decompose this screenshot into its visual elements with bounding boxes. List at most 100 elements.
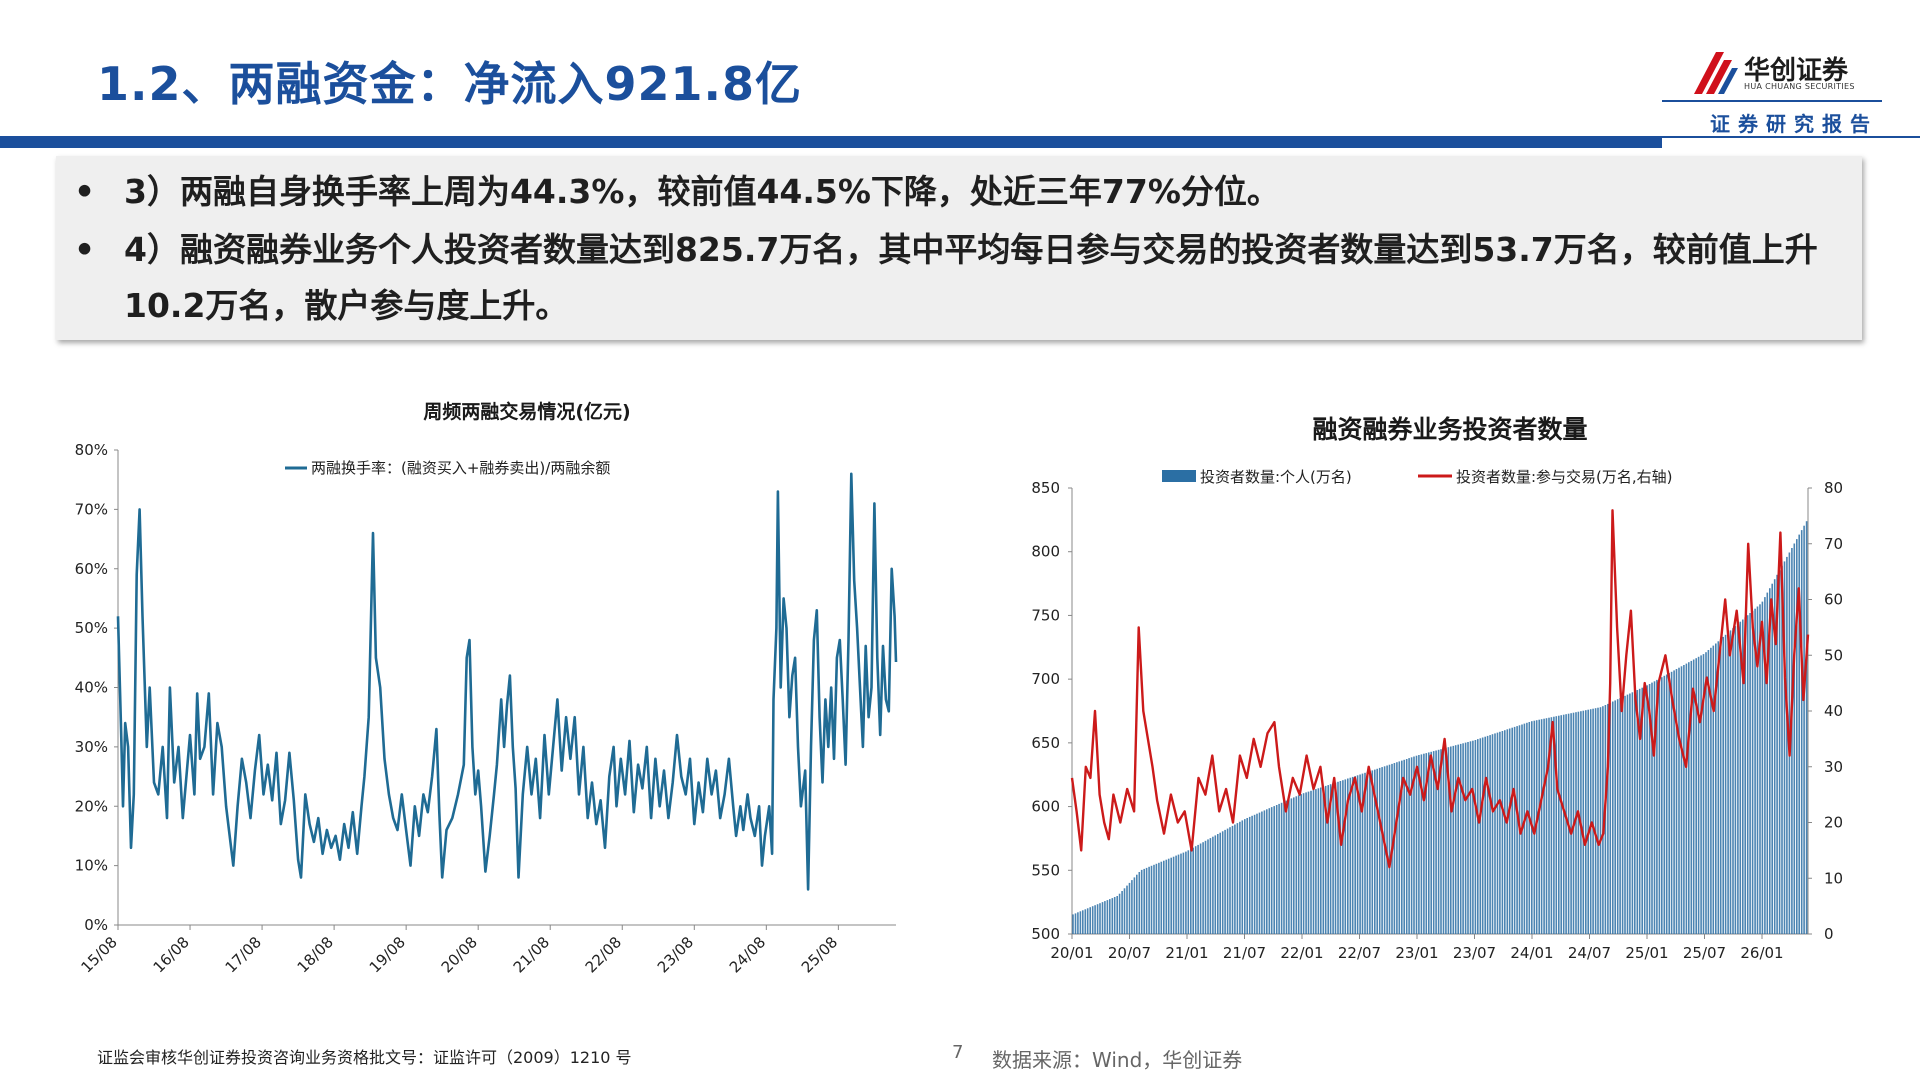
- investor-bar: [1236, 823, 1239, 934]
- page-number: 7: [952, 1042, 964, 1063]
- investor-bar: [1678, 667, 1680, 934]
- investor-bar: [1293, 797, 1295, 934]
- investor-bar: [1354, 776, 1356, 934]
- investor-bar: [1685, 663, 1688, 934]
- investor-bar: [1327, 785, 1329, 934]
- investor-bar: [1749, 613, 1751, 934]
- investor-bar: [1131, 880, 1133, 934]
- investor-bar: [1805, 521, 1808, 934]
- investor-bar: [1104, 901, 1106, 934]
- turnover-chart: 周频两融交易情况(亿元) 0% 10% 20% 30% 40% 50% 60% 70% 80% 15…: [75, 400, 898, 976]
- investor-bar: [1646, 685, 1648, 934]
- investor-bar: [1472, 740, 1474, 934]
- investor-bar: [1538, 719, 1540, 934]
- investor-bar: [1587, 709, 1589, 934]
- investor-bar: [1705, 652, 1707, 934]
- investor-bar: [1481, 737, 1484, 934]
- investor-bar: [1766, 592, 1769, 934]
- investor-bar: [1732, 628, 1734, 934]
- investor-bar: [1244, 819, 1246, 934]
- investor-bar: [1180, 853, 1182, 934]
- bullet-icon: •: [74, 230, 96, 269]
- source-note: 数据来源：Wind，华创证券: [992, 1048, 1243, 1072]
- investor-bar: [1160, 861, 1163, 934]
- investor-bar: [1158, 862, 1160, 934]
- investor-bar: [1113, 897, 1116, 934]
- investor-bar: [1423, 753, 1425, 934]
- investor-bar: [1096, 904, 1099, 934]
- investor-bar: [1798, 534, 1800, 934]
- investor-bar: [1477, 739, 1479, 934]
- investor-bar: [1631, 692, 1634, 934]
- investor-bar: [1562, 714, 1565, 934]
- investor-bar: [1589, 709, 1592, 934]
- investor-bar: [1597, 707, 1599, 934]
- investor-bar: [1204, 840, 1207, 934]
- investor-bar: [1651, 682, 1653, 934]
- investor-bar: [1719, 639, 1722, 934]
- investor-bar: [1506, 729, 1509, 934]
- investor-bar: [1241, 820, 1244, 934]
- investor-bar: [1155, 863, 1158, 934]
- investor-bar: [1602, 706, 1604, 934]
- investor-bar: [1396, 762, 1398, 934]
- investor-bar: [1418, 755, 1420, 934]
- investor-bar: [1599, 707, 1602, 934]
- investor-bar: [1636, 690, 1639, 934]
- investor-bar: [1791, 548, 1793, 934]
- investor-bar: [1300, 794, 1302, 934]
- investor-bar: [1548, 717, 1550, 934]
- investor-bar: [1366, 772, 1369, 934]
- x-tick-label: 25/01: [1625, 944, 1668, 960]
- investor-bar: [1086, 908, 1089, 934]
- investor-bar: [1138, 872, 1141, 934]
- investor-bar: [1121, 891, 1123, 934]
- investor-bar: [1516, 726, 1518, 934]
- investor-bar: [1209, 838, 1212, 934]
- investor-bar: [1361, 773, 1364, 934]
- y-right-tick-label: 80: [1824, 479, 1843, 497]
- y-left-tick-label: 850: [1031, 479, 1060, 497]
- investor-bar: [1715, 643, 1717, 934]
- y-tick-label: 10%: [75, 857, 108, 875]
- investor-bar: [1467, 742, 1469, 934]
- investor-bar: [1526, 722, 1528, 934]
- investor-bar: [1683, 665, 1685, 934]
- investor-bar: [1295, 796, 1298, 934]
- x-tick-label: 24/08: [726, 933, 769, 976]
- x-tick-label: 24/01: [1510, 944, 1553, 960]
- investor-bar: [1224, 829, 1226, 934]
- investor-bar: [1484, 736, 1486, 934]
- investor-bar: [1275, 805, 1278, 934]
- investor-bar: [1109, 899, 1111, 934]
- x-tick-label: 24/07: [1568, 944, 1611, 960]
- investor-bar: [1128, 882, 1131, 934]
- investor-bar: [1381, 767, 1383, 934]
- investor-bar: [1310, 790, 1312, 934]
- y-right-tick-label: 30: [1824, 758, 1843, 776]
- investor-bar: [1413, 756, 1415, 934]
- investor-bar: [1469, 741, 1472, 934]
- investor-bar: [1420, 754, 1423, 934]
- investor-bar: [1094, 905, 1096, 934]
- summary-text: 3）两融自身换手率上周为44.3%，较前值44.5%下降，处近三年77%分位。: [124, 172, 1280, 211]
- header-divider: [1662, 100, 1882, 102]
- investor-bar: [1614, 700, 1616, 934]
- investor-bar: [1464, 742, 1467, 934]
- investor-bar: [1408, 758, 1410, 934]
- x-tick-label: 25/07: [1683, 944, 1726, 960]
- investor-bar: [1374, 769, 1376, 934]
- investor-bar: [1192, 847, 1194, 934]
- investor-bar: [1312, 790, 1315, 934]
- investor-bar: [1258, 812, 1261, 934]
- investor-bar: [1167, 858, 1170, 934]
- investor-bar: [1523, 723, 1526, 934]
- investor-bar: [1489, 735, 1491, 934]
- investor-bar: [1783, 561, 1786, 934]
- investor-bar: [1322, 786, 1325, 934]
- investor-bar: [1746, 615, 1749, 934]
- investor-bar: [1734, 626, 1737, 934]
- investor-bar: [1405, 759, 1408, 934]
- brand-logo: 华创证券 HUA CHUANG SECURITIES: [1694, 50, 1864, 98]
